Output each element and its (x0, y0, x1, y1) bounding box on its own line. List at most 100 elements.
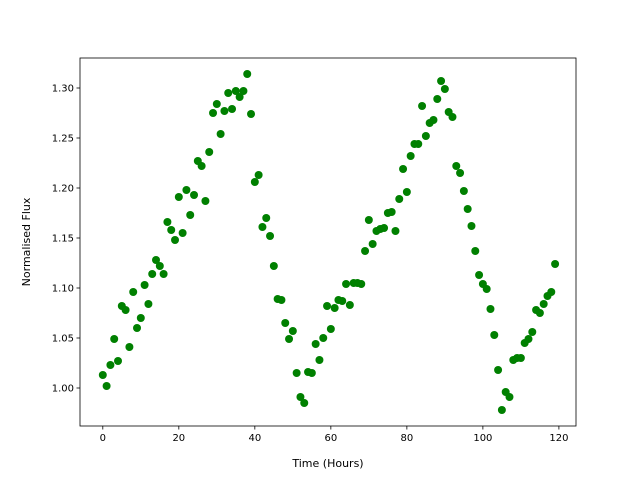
data-point (418, 102, 427, 110)
data-point (494, 366, 503, 374)
data-point (300, 399, 309, 407)
data-point (216, 130, 225, 138)
x-tick-label: 120 (549, 433, 568, 444)
data-point (345, 301, 354, 309)
data-point (129, 288, 138, 296)
data-point (174, 193, 183, 201)
data-point (490, 331, 499, 339)
data-point (539, 300, 548, 308)
data-point (266, 232, 275, 240)
data-point (315, 356, 324, 364)
x-tick-label: 100 (473, 433, 492, 444)
data-point (239, 87, 248, 95)
data-point (551, 260, 560, 268)
data-point (190, 191, 199, 199)
data-point (361, 247, 370, 255)
data-point (243, 70, 252, 78)
data-point (285, 335, 294, 343)
data-point (292, 369, 301, 377)
y-tick-label: 1.25 (52, 134, 74, 145)
y-tick-label: 1.10 (52, 284, 74, 295)
data-point (197, 162, 206, 170)
data-point (110, 335, 119, 343)
data-point (121, 306, 130, 314)
data-point (387, 208, 396, 216)
data-point (421, 132, 430, 140)
y-tick-label: 1.20 (52, 184, 74, 195)
data-point (357, 280, 366, 288)
x-tick-label: 60 (324, 433, 337, 444)
data-point (114, 357, 123, 365)
data-point (171, 236, 180, 244)
y-axis-label: Normalised Flux (20, 197, 33, 286)
data-point (250, 178, 259, 186)
data-point (235, 93, 244, 101)
data-point (212, 100, 221, 108)
data-point (467, 222, 476, 230)
data-point (433, 95, 442, 103)
x-tick-label: 20 (172, 433, 185, 444)
data-point (475, 271, 484, 279)
data-point (326, 325, 335, 333)
y-tick-label: 1.00 (52, 384, 74, 395)
data-point (182, 186, 191, 194)
data-point (133, 324, 142, 332)
data-point (486, 305, 495, 313)
data-point (186, 211, 195, 219)
data-point (402, 188, 411, 196)
x-tick-label: 0 (100, 433, 106, 444)
data-point (368, 240, 377, 248)
data-point (406, 152, 415, 160)
y-tick-label: 1.30 (52, 84, 74, 95)
data-point (98, 371, 107, 379)
data-point (224, 89, 233, 97)
data-point (429, 116, 438, 124)
data-point (281, 319, 290, 327)
y-tick-label: 1.05 (52, 334, 74, 345)
data-point (205, 148, 214, 156)
data-point (102, 382, 111, 390)
data-point (228, 105, 237, 113)
axes-frame (79, 57, 577, 427)
data-point (220, 107, 229, 115)
data-point (231, 87, 240, 95)
data-point (125, 343, 134, 351)
data-point (106, 361, 115, 369)
data-point (399, 165, 408, 173)
data-point (140, 281, 149, 289)
data-point (414, 140, 423, 148)
data-point (288, 327, 297, 335)
data-point (152, 256, 161, 264)
data-point (163, 218, 172, 226)
data-point (155, 262, 164, 270)
data-point (262, 214, 271, 222)
data-point (437, 77, 446, 85)
data-point (144, 300, 153, 308)
data-point (247, 110, 256, 118)
data-point (167, 226, 176, 234)
data-point (209, 109, 218, 117)
data-point (463, 205, 472, 213)
data-point (516, 354, 525, 362)
y-tick-label: 1.15 (52, 234, 74, 245)
data-point (524, 335, 533, 343)
data-point (148, 270, 157, 278)
data-point (323, 302, 332, 310)
data-point (136, 314, 145, 322)
data-point (311, 340, 320, 348)
data-point (269, 262, 278, 270)
data-point (364, 216, 373, 224)
data-point (535, 309, 544, 317)
data-point (440, 85, 449, 93)
data-point (471, 247, 480, 255)
data-point (258, 223, 267, 231)
data-point (319, 334, 328, 342)
data-point (456, 169, 465, 177)
data-point (296, 393, 305, 401)
x-tick-label: 80 (400, 433, 413, 444)
data-point (528, 328, 537, 336)
data-point (201, 197, 210, 205)
data-point (254, 171, 263, 179)
data-point (547, 288, 556, 296)
